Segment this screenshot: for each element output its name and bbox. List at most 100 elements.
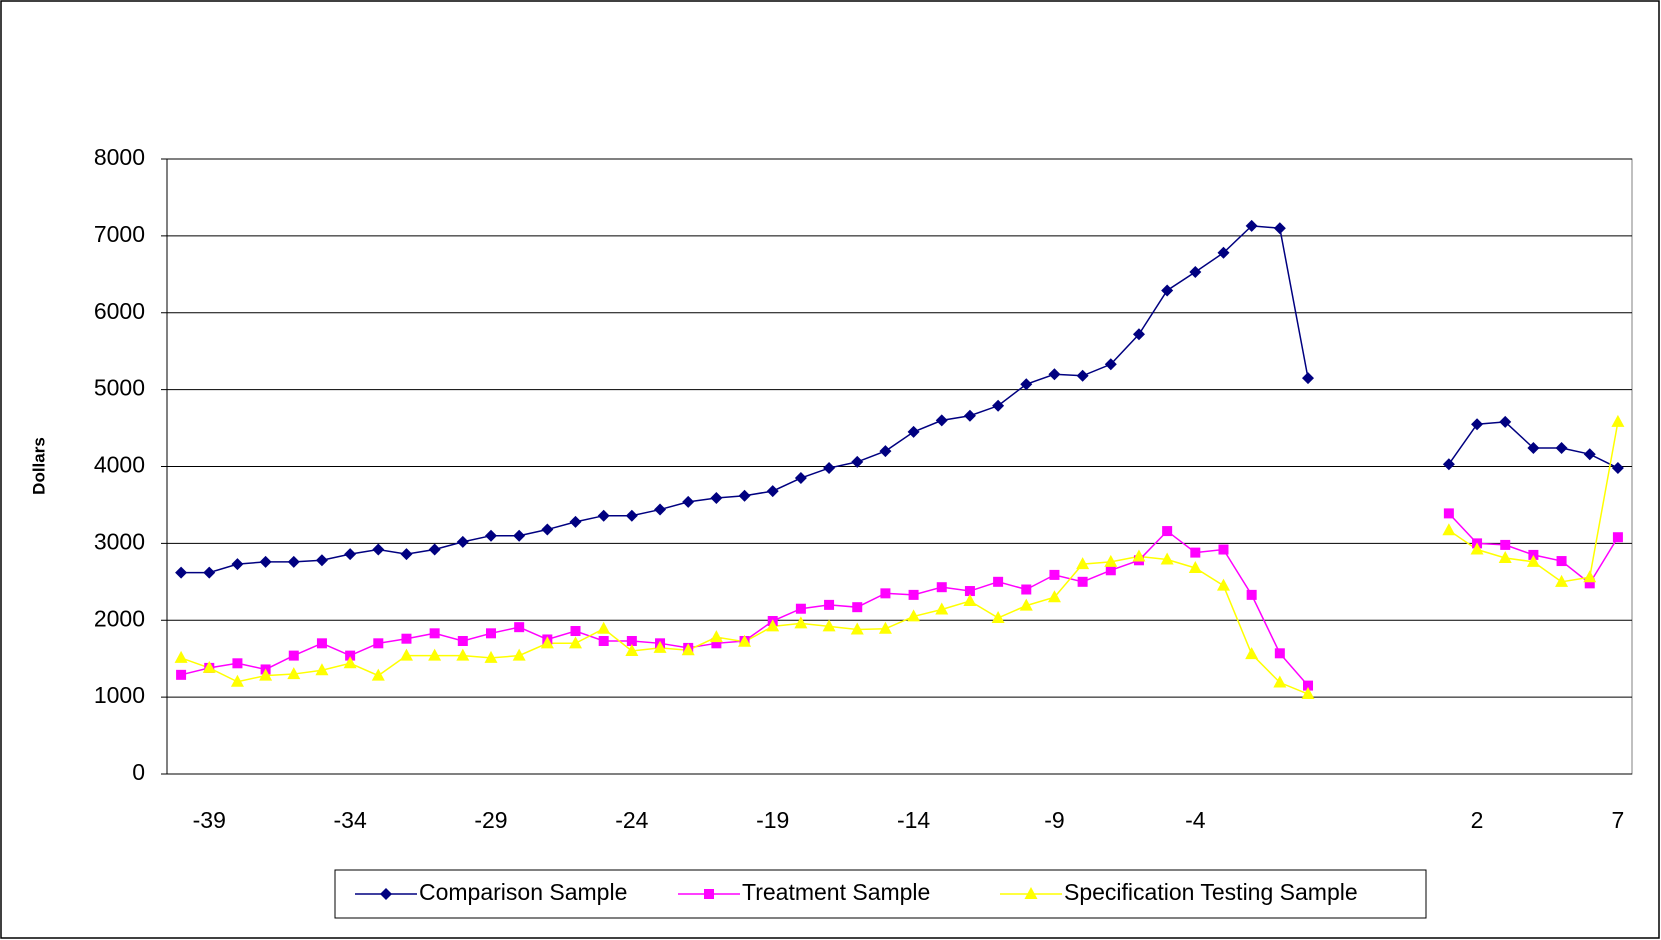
x-tick-label: -24 xyxy=(615,807,648,833)
marker xyxy=(457,636,468,647)
x-tick-label: -19 xyxy=(756,807,789,833)
marker xyxy=(1217,246,1230,259)
marker xyxy=(1190,547,1201,558)
marker xyxy=(1499,415,1512,428)
marker xyxy=(992,399,1005,412)
marker xyxy=(1527,442,1540,455)
marker xyxy=(569,515,582,528)
marker xyxy=(1245,647,1259,660)
x-tick-label: -29 xyxy=(474,807,507,833)
marker xyxy=(1611,462,1624,475)
marker xyxy=(1162,526,1173,537)
marker xyxy=(372,543,385,556)
marker xyxy=(1556,556,1567,567)
marker xyxy=(1105,565,1116,576)
marker xyxy=(428,543,441,556)
marker xyxy=(1442,523,1456,536)
marker xyxy=(401,633,412,644)
marker xyxy=(1132,549,1146,562)
marker xyxy=(345,650,356,661)
marker xyxy=(1583,570,1597,583)
x-tick-label: -34 xyxy=(334,807,367,833)
marker xyxy=(766,485,779,498)
marker xyxy=(512,648,526,661)
marker xyxy=(315,663,329,676)
marker xyxy=(1076,369,1089,382)
marker xyxy=(540,636,554,649)
marker xyxy=(935,602,949,615)
marker xyxy=(993,576,1004,587)
marker xyxy=(1612,532,1623,543)
marker xyxy=(176,669,187,680)
marker xyxy=(654,503,667,516)
marker xyxy=(1442,458,1455,471)
marker xyxy=(400,548,413,561)
marker xyxy=(1555,574,1569,587)
marker xyxy=(1303,680,1314,691)
marker xyxy=(738,489,751,502)
marker xyxy=(1188,560,1202,573)
marker xyxy=(456,648,470,661)
marker xyxy=(1019,598,1033,611)
y-tick-label: 1000 xyxy=(94,682,145,708)
marker xyxy=(232,658,243,669)
marker xyxy=(1216,578,1230,591)
marker xyxy=(1048,368,1061,381)
marker xyxy=(1498,550,1512,563)
x-tick-label: -4 xyxy=(1185,807,1206,833)
marker xyxy=(936,582,947,593)
y-tick-label: 6000 xyxy=(94,298,145,324)
marker xyxy=(399,648,413,661)
marker xyxy=(1274,648,1285,659)
marker xyxy=(1104,554,1118,567)
marker xyxy=(1611,414,1625,427)
marker xyxy=(1020,378,1033,391)
marker xyxy=(682,495,695,508)
legend-box xyxy=(334,869,1427,919)
marker xyxy=(1189,266,1202,279)
marker xyxy=(344,548,357,561)
marker xyxy=(681,643,695,656)
marker xyxy=(850,622,864,635)
y-tick-label: 0 xyxy=(132,759,145,785)
marker xyxy=(1132,328,1145,341)
legend-label: Treatment Sample xyxy=(742,879,930,905)
marker xyxy=(175,566,188,579)
marker xyxy=(1021,584,1032,595)
marker xyxy=(371,668,385,681)
marker xyxy=(514,622,525,633)
marker xyxy=(287,555,300,568)
marker xyxy=(315,554,328,567)
marker xyxy=(1047,590,1061,603)
marker xyxy=(963,409,976,422)
marker xyxy=(824,599,835,610)
marker xyxy=(569,636,583,649)
marker xyxy=(822,619,836,632)
marker xyxy=(852,602,863,613)
marker xyxy=(878,621,892,634)
marker xyxy=(1273,222,1286,235)
x-tick-label: -39 xyxy=(193,807,226,833)
marker xyxy=(428,648,442,661)
y-tick-label: 5000 xyxy=(94,375,145,401)
marker xyxy=(343,656,357,669)
marker xyxy=(879,445,892,458)
marker xyxy=(1526,554,1540,567)
y-axis-label: Dollars xyxy=(29,437,48,495)
marker xyxy=(766,619,780,632)
marker xyxy=(1555,442,1568,455)
marker xyxy=(704,889,714,899)
marker xyxy=(1443,508,1454,519)
marker xyxy=(738,634,752,647)
marker xyxy=(597,621,611,634)
marker xyxy=(380,888,392,900)
marker xyxy=(1245,219,1258,232)
marker xyxy=(710,492,723,505)
marker xyxy=(795,603,806,614)
marker xyxy=(598,636,609,647)
marker xyxy=(1584,578,1595,589)
marker xyxy=(653,640,667,653)
marker xyxy=(907,609,921,622)
marker xyxy=(1218,544,1229,555)
marker xyxy=(597,509,610,522)
